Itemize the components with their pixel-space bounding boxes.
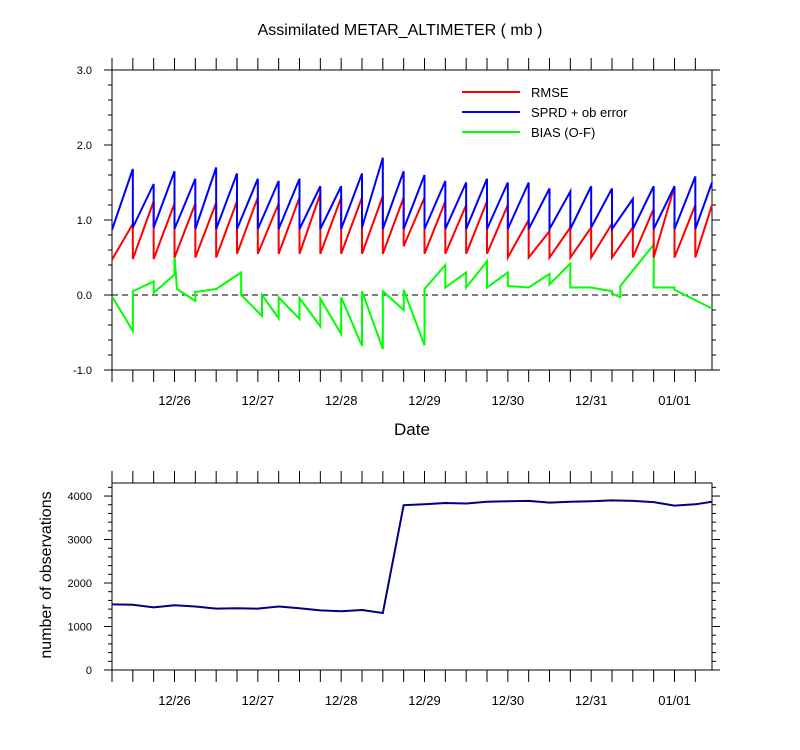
y-tick-label: 1.0	[77, 215, 92, 227]
y-tick-label: 0.0	[77, 290, 92, 302]
y-tick-label: 3000	[68, 535, 92, 547]
x-tick-label: 12/26	[158, 693, 191, 708]
y-tick-label: 2.0	[77, 140, 92, 152]
x-tick-label: 12/27	[242, 693, 275, 708]
x-tick-label: 12/29	[408, 693, 441, 708]
x-tick-label: 01/01	[658, 693, 691, 708]
chart-title: Assimilated METAR_ALTIMETER ( mb )	[257, 22, 543, 39]
x-tick-label: 12/28	[325, 693, 358, 708]
x-axis-label: Date	[394, 420, 430, 439]
bottom-plot: 12/26 12/27 12/28 12/29 12/30 12/31 01/01 0 1000…	[68, 471, 720, 708]
x-tick-label: 12/27	[242, 393, 275, 408]
y-tick-label: -1.0	[73, 365, 92, 377]
x-tick-label: 12/29	[408, 393, 441, 408]
legend-label: SPRD + ob error	[531, 105, 628, 120]
x-tick-label: 12/30	[492, 693, 525, 708]
top-plot: 12/26 12/27 12/28 12/29 12/30 12/31 01/01 -1.0 0…	[73, 58, 720, 408]
y-tick-label: 3.0	[77, 65, 92, 77]
y-tick-label: 4000	[68, 491, 92, 503]
x-tick-label: 01/01	[658, 393, 691, 408]
x-tick-label: 12/26	[158, 393, 191, 408]
x-tick-label: 12/28	[325, 393, 358, 408]
series-line-observations	[111, 499, 713, 615]
y-tick-label: 1000	[68, 622, 92, 634]
legend-label: RMSE	[531, 85, 569, 100]
x-tick-label: 12/31	[575, 393, 608, 408]
series-line-rmse	[111, 185, 713, 262]
x-tick-label: 12/31	[575, 693, 608, 708]
y-tick-label: 2000	[68, 578, 92, 590]
y-tick-label: 0	[86, 665, 92, 677]
legend-label: BIAS (O-F)	[531, 125, 595, 140]
legend: RMSE SPRD + ob error BIAS (O-F)	[462, 85, 628, 140]
series-line-bias-o-f	[111, 241, 713, 350]
series-line-sprd-ob-error	[111, 157, 713, 233]
x-tick-label: 12/30	[492, 393, 525, 408]
plot-frame	[111, 482, 713, 671]
